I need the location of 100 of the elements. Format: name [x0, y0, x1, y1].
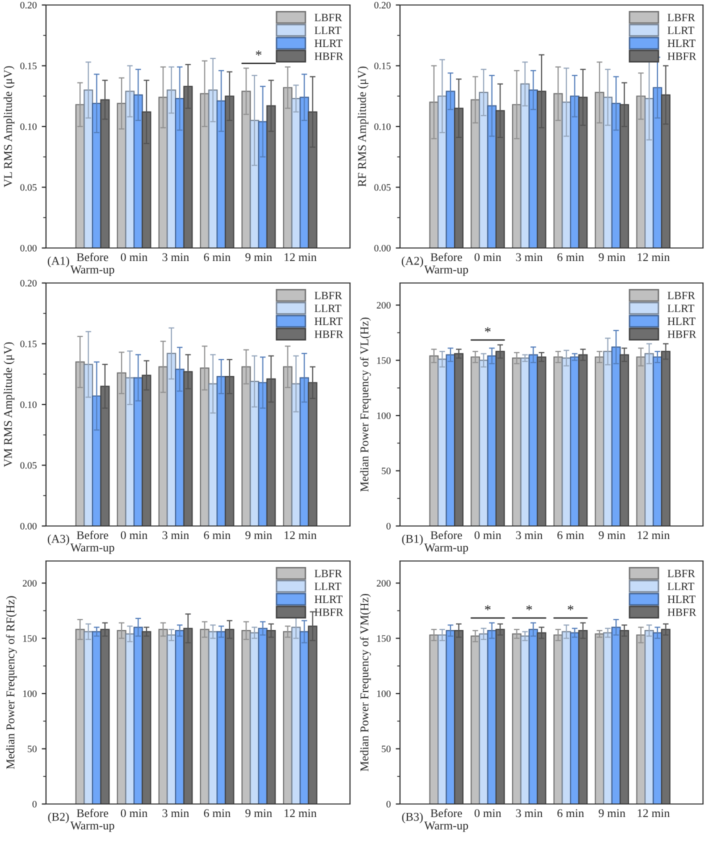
x-tick-label: 0 min	[120, 253, 148, 262]
x-tick-label: Before Warm-up	[70, 252, 114, 276]
legend-label: LLRT	[668, 26, 694, 34]
annotation: *	[484, 327, 491, 332]
y-tick-label: 0.15	[374, 62, 391, 70]
y-tick-label: 0.20	[374, 2, 391, 9]
y-tick-label: 0.05	[20, 462, 37, 469]
x-tick-label: Before Warm-up	[424, 530, 468, 554]
text: (B1)	[402, 534, 423, 546]
legend-label: LLRT	[314, 304, 342, 312]
x-tick-label: 9 min	[598, 531, 626, 540]
y-tick-label: 100	[377, 690, 391, 698]
text: (B3)	[402, 812, 423, 824]
legend-label: LBFR	[668, 570, 696, 578]
y-tick-label: 0.20	[20, 2, 37, 9]
legend-label: LBFR	[314, 14, 342, 22]
legend-label: LLRT	[668, 304, 694, 312]
x-tick-label: 9 min	[598, 253, 626, 262]
legend-label: HLRT	[668, 318, 696, 325]
x-tick-label: 3 min	[516, 253, 543, 262]
y-tick-label: 150	[377, 357, 391, 364]
x-tick-label: 12 min	[284, 253, 317, 262]
x-tick-label: 0 min	[474, 253, 502, 262]
text: (A3)	[48, 534, 70, 546]
y-tick-label: 0.15	[20, 62, 37, 70]
x-tick-label: 6 min	[204, 531, 231, 540]
y-axis-title: VL RMS Amplitude (μV)	[4, 66, 14, 188]
legend-label: HBFR	[314, 52, 344, 60]
y-tick-label: 0.05	[374, 184, 391, 191]
legend-label: LBFR	[314, 570, 342, 578]
legend-label: HBFR	[668, 608, 696, 616]
x-tick-label: 9 min	[245, 809, 272, 818]
x-tick-label: 0 min	[474, 531, 502, 540]
annotation: *	[256, 50, 262, 56]
legend-label: LLRT	[668, 582, 694, 590]
legend-label: LBFR	[668, 292, 696, 300]
y-tick-label: 0	[32, 800, 37, 808]
legend-label: HBFR	[314, 608, 344, 616]
x-tick-label: 6 min	[204, 253, 231, 262]
y-tick-label: 50	[382, 468, 391, 474]
y-tick-label: 200	[376, 580, 391, 587]
y-tick-label: 0	[386, 800, 391, 808]
x-tick-label: 12 min	[284, 531, 317, 540]
annotation: *	[568, 605, 574, 610]
y-tick-label: 0.00	[20, 244, 37, 252]
y-tick-label: 100	[377, 412, 391, 420]
y-tick-label: 0.00	[20, 522, 37, 530]
x-tick-label: 9 min	[245, 253, 272, 262]
y-axis-title: Median Power Frequency of VM(Hz)	[360, 594, 371, 772]
y-tick-label: 150	[23, 635, 37, 642]
legend-label: LBFR	[668, 14, 696, 22]
x-tick-label: Before Warm-up	[70, 808, 114, 832]
x-tick-label: Before Warm-up	[424, 252, 468, 276]
x-tick-label: 0 min	[120, 809, 148, 818]
legend-label: HLRT	[668, 40, 696, 47]
legend-label: HLRT	[314, 40, 342, 47]
x-tick-label: 12 min	[284, 809, 317, 818]
y-tick-label: 0.00	[374, 244, 391, 252]
y-axis-title: Median Power Frequency of VL(Hz)	[360, 318, 371, 492]
y-axis-title: VM RMS Amplitude (μV)	[4, 342, 14, 468]
y-tick-label: 0.05	[20, 184, 37, 191]
annotation: *	[526, 605, 532, 610]
annotation: *	[484, 605, 491, 610]
x-tick-label: 9 min	[245, 531, 272, 540]
y-tick-label: 0.20	[20, 280, 37, 287]
x-tick-label: 6 min	[557, 809, 584, 818]
y-tick-label: 0	[386, 522, 391, 530]
x-tick-label: 0 min	[474, 809, 502, 818]
x-tick-label: 6 min	[557, 531, 584, 540]
y-tick-label: 50	[28, 746, 37, 752]
y-tick-label: 200	[376, 302, 391, 309]
text: (A1)	[48, 256, 70, 268]
x-tick-label: 12 min	[638, 809, 670, 818]
legend-label: LBFR	[314, 292, 342, 300]
legend-label: HBFR	[668, 52, 696, 60]
x-tick-label: 6 min	[204, 809, 231, 818]
text: (A2)	[402, 256, 424, 268]
y-axis-title: Median Power Frequency of RF(Hz)	[6, 596, 17, 770]
x-tick-label: 12 min	[638, 253, 670, 262]
legend-label: HLRT	[314, 318, 342, 325]
legend-label: HLRT	[668, 596, 696, 603]
x-tick-label: 3 min	[162, 253, 190, 262]
legend-label: HBFR	[314, 330, 344, 338]
y-tick-label: 0.10	[20, 401, 37, 408]
y-tick-label: 0.15	[20, 340, 37, 348]
y-tick-label: 50	[382, 746, 391, 752]
x-tick-label: Before Warm-up	[424, 808, 468, 832]
text: (B2)	[48, 812, 69, 824]
y-tick-label: 150	[377, 635, 391, 642]
x-tick-label: Before Warm-up	[70, 530, 114, 554]
legend-label: LLRT	[314, 26, 342, 34]
x-tick-label: 9 min	[598, 809, 626, 818]
x-tick-label: 3 min	[162, 531, 190, 540]
y-tick-label: 100	[23, 690, 37, 698]
legend-label: HBFR	[668, 330, 696, 338]
x-tick-label: 0 min	[120, 531, 148, 540]
y-axis-title: RF RMS Amplitude (μV)	[358, 66, 368, 187]
legend-label: HLRT	[314, 596, 342, 603]
x-tick-label: 3 min	[516, 809, 543, 818]
y-tick-label: 0.10	[374, 123, 391, 130]
